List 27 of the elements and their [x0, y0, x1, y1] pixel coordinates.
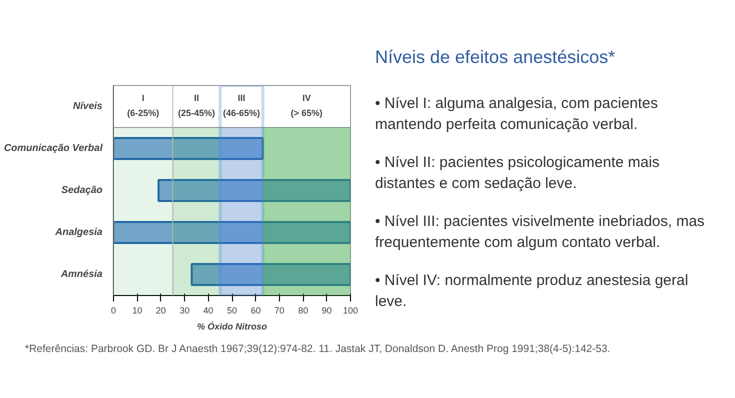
x-tick-label: 20 — [156, 306, 166, 316]
x-tick-label: 90 — [322, 306, 332, 316]
x-tick-label: 10 — [132, 306, 142, 316]
x-tick-label: 60 — [250, 306, 261, 316]
y-tick-label: Sedação — [61, 185, 103, 196]
x-tick-label: 40 — [203, 306, 214, 316]
text: • Nível III: pacientes visivelmente inebriados, mas frequentemente com algum contato verbal. — [375, 212, 706, 253]
text: • Nível IV: normalmente produz anestesia geral leve. — [375, 270, 690, 312]
band-label: III (46-65%) — [222, 93, 260, 118]
text: • Nível II: pacientes psicologicamente mais distantes e com sedação leve. — [375, 152, 661, 194]
band-label: I (6-25%) — [127, 93, 160, 118]
y-tick-label: Amnésia — [60, 269, 103, 280]
x-tick-label: 80 — [298, 306, 308, 316]
x-tick-label: 50 — [226, 306, 238, 316]
text: Níveis de efeitos anestésicos* — [375, 46, 616, 69]
y-tick-label: Analgesia — [54, 227, 103, 238]
text: • Nível I: alguma analgesia, com pacientes mantendo perfeita comunicação verbal. — [375, 94, 659, 135]
x-tick-label: 70 — [274, 306, 284, 316]
band-label: IV (> 65%) — [290, 93, 323, 118]
text: Níveis — [73, 101, 103, 112]
x-axis-title: % Óxido Nitroso — [197, 322, 268, 332]
text: *Referências: Parbrook GD. Br J Anaesth 1967;39(12):974-82. 11. Jastak JT, Donaldson D. Anesth Prog 1991;38(4-5):142-53. — [25, 342, 610, 357]
band-label: II (25-45%) — [178, 93, 215, 118]
x-tick-label: 100 — [342, 306, 358, 316]
x-tick-label: 0 — [110, 306, 116, 316]
x-tick-label: 30 — [180, 306, 190, 316]
y-tick-label: Comunicação Verbal — [4, 143, 103, 154]
